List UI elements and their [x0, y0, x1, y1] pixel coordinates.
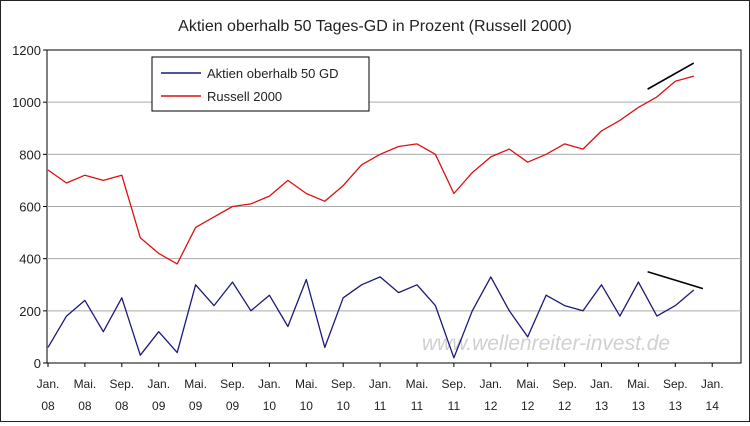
x-tick-label-year: 11	[448, 399, 461, 413]
watermark: www.wellenreiter-invest.de	[422, 332, 670, 355]
x-tick-label-year: 12	[484, 399, 498, 413]
x-tick-label-month: Sep.	[663, 377, 688, 391]
x-tick-label-year: 08	[115, 399, 129, 413]
legend: Aktien oberhalb 50 GD Russell 2000	[151, 56, 370, 112]
legend-label: Russell 2000	[207, 89, 282, 104]
x-tick-label-year: 10	[300, 399, 314, 413]
series-line-aktien-oberhalb-50-gd	[47, 276, 695, 359]
x-tick-label-year: 13	[595, 399, 609, 413]
y-tick-label: 400	[19, 252, 41, 267]
legend-label: Aktien oberhalb 50 GD	[207, 66, 339, 81]
y-tick-label: 0	[34, 356, 41, 371]
x-tick-label-month: Jan.	[37, 377, 60, 391]
x-tick-label-month: Sep.	[552, 377, 577, 391]
x-tick-label-year: 12	[521, 399, 535, 413]
x-tick-label-month: Jan.	[479, 377, 502, 391]
x-tick-label-year: 10	[337, 399, 351, 413]
x-tick-label-year: 08	[78, 399, 92, 413]
x-tick-label-month: Mai.	[74, 377, 97, 391]
x-tick-label-month: Sep.	[109, 377, 134, 391]
x-tick-label-month: Mai.	[406, 377, 429, 391]
x-tick-label-year: 13	[669, 399, 683, 413]
x-tick-label-month: Jan.	[258, 377, 281, 391]
x-tick-label-month: Mai.	[295, 377, 318, 391]
x-tick-label-month: Mai.	[516, 377, 539, 391]
x-tick-label-year: 10	[263, 399, 277, 413]
series-layer	[47, 75, 695, 359]
x-tick-label-year: 08	[41, 399, 55, 413]
x-tick-label-year: 12	[558, 399, 572, 413]
y-tick-label: 600	[19, 200, 41, 215]
x-tick-label-month: Sep.	[220, 377, 245, 391]
y-axis: 0 200 400 600 800 1000 1200	[12, 43, 47, 371]
x-tick-label-month: Jan.	[369, 377, 392, 391]
x-tick-label-year: 14	[706, 399, 720, 413]
series-line-russell-2000	[47, 75, 694, 265]
x-tick-label-month: Sep.	[331, 377, 356, 391]
x-tick-label-month: Sep.	[442, 377, 467, 391]
trend-line	[647, 62, 695, 90]
x-axis: Jan. 08 Mai. 08 Sep. 08 Jan. 09 Mai. 09 Sep. 09 Jan.…	[37, 363, 724, 413]
trend-lines	[647, 62, 704, 290]
x-tick-label-year: 09	[152, 399, 166, 413]
x-tick-label-month: Jan.	[590, 377, 613, 391]
x-tick-label-month: Mai.	[184, 377, 207, 391]
trend-line	[647, 270, 704, 290]
x-tick-label-month: Jan.	[147, 377, 170, 391]
y-tick-label: 1000	[12, 95, 41, 110]
y-tick-label: 1200	[12, 43, 41, 58]
x-tick-label-year: 09	[226, 399, 240, 413]
chart-title: Aktien oberhalb 50 Tages-GD in Prozent (…	[178, 18, 572, 35]
x-tick-label-year: 09	[189, 399, 203, 413]
x-tick-label-year: 11	[374, 399, 387, 413]
x-tick-label-year: 13	[632, 399, 646, 413]
x-tick-label-month: Mai.	[627, 377, 650, 391]
y-tick-label: 200	[19, 304, 41, 319]
y-tick-label: 800	[19, 147, 41, 162]
legend-box	[151, 56, 370, 112]
x-tick-label-year: 11	[411, 399, 424, 413]
x-tick-label-month: Jan.	[701, 377, 724, 391]
